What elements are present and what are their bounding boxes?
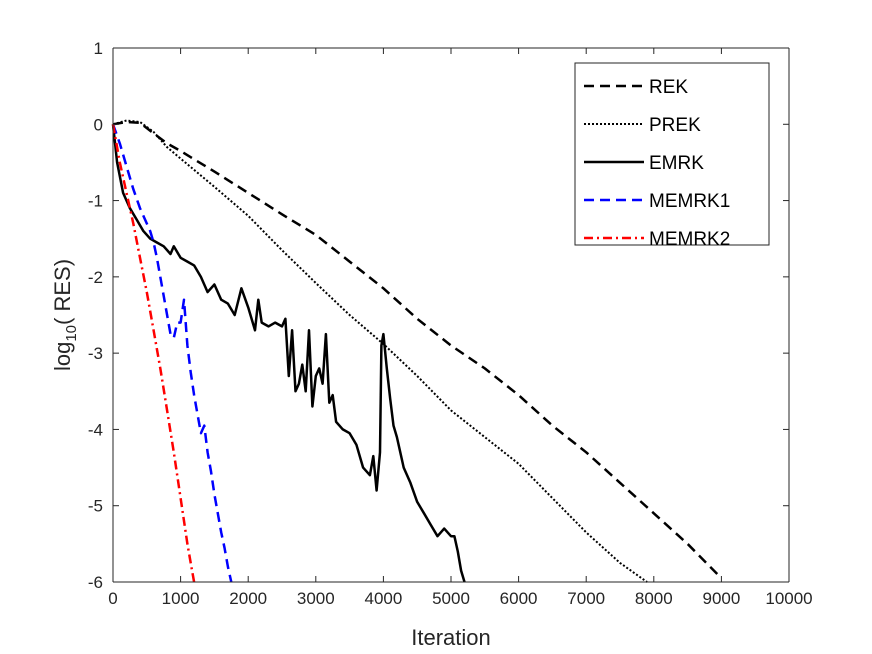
series-line-emrk [111, 124, 466, 583]
y-tick-label: -6 [88, 573, 103, 592]
legend-label-rek: REK [649, 77, 688, 98]
x-tick-label: 9000 [702, 589, 740, 608]
x-tick-label: 0 [108, 589, 117, 608]
y-tick-label: -5 [88, 497, 103, 516]
series-line-memrk1 [111, 123, 233, 583]
y-axis-title-main: log [50, 342, 75, 371]
x-tick-label: 5000 [432, 589, 470, 608]
legend-label-memrk2: MEMRK2 [649, 229, 730, 250]
legend: REK PREK EMRK MEMRK1 MEMRK2 [574, 62, 770, 250]
series-layer [111, 119, 723, 583]
y-tick-label: 1 [94, 39, 103, 58]
y-tick-label: -1 [88, 192, 103, 211]
legend-label-prek: PREK [649, 115, 701, 136]
y-tick-label: -2 [88, 268, 103, 287]
x-tick-label: 1000 [162, 589, 200, 608]
y-axis-title-rest: ( RES) [50, 259, 75, 325]
series-line-memrk2 [111, 124, 196, 583]
legend-box [574, 62, 770, 246]
y-tick-label: -4 [88, 420, 103, 439]
x-tick-label: 3000 [297, 589, 335, 608]
y-axis-title-subscript: 10 [63, 325, 80, 342]
ticks-layer: 0 1000 2000 3000 4000 5000 6000 7000 8000 9000 100… [88, 39, 813, 608]
x-axis-title: Iteration [411, 625, 491, 650]
x-tick-label: 2000 [229, 589, 267, 608]
x-tick-label: 4000 [364, 589, 402, 608]
y-tick-label: -3 [88, 344, 103, 363]
axes-layer [112, 47, 790, 583]
legend-label-emrk: EMRK [649, 153, 704, 174]
x-tick-label: 6000 [500, 589, 538, 608]
y-tick-label: 0 [94, 115, 103, 134]
x-tick-label: 8000 [635, 589, 673, 608]
series-line-prek [112, 119, 648, 583]
x-tick-label: 7000 [567, 589, 605, 608]
legend-label-memrk1: MEMRK1 [649, 191, 730, 212]
y-axis-title: log10( RES) [50, 259, 80, 371]
x-tick-label: 10000 [765, 589, 812, 608]
